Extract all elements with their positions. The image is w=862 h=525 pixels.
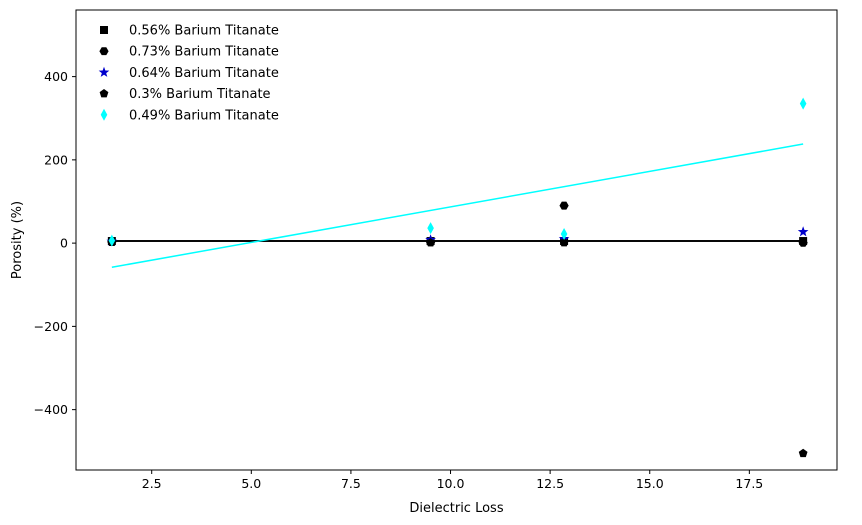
y-tick-label: 400 — [44, 69, 68, 84]
x-tick-label: 7.5 — [341, 476, 361, 491]
legend-marker-series-2 — [98, 66, 110, 77]
data-point-series-4 — [427, 222, 434, 235]
data-point-series-3 — [559, 238, 569, 247]
fit-line-series-4 — [111, 143, 804, 269]
data-point-series-3 — [798, 448, 808, 458]
legend-label-series-0: 0.56% Barium Titanate — [129, 24, 279, 39]
y-tick-label: 200 — [44, 152, 68, 167]
legend-label-series-2: 0.64% Barium Titanate — [129, 66, 279, 81]
legend: 0.56% Barium Titanate 0.73% Barium Titana… — [98, 24, 279, 123]
y-tick-label: −400 — [34, 402, 68, 417]
y-tick-label: 0 — [60, 236, 68, 251]
legend-label-series-1: 0.73% Barium Titanate — [129, 45, 279, 60]
y-axis-label: Porosity (%) — [10, 201, 25, 279]
data-point-series-4 — [108, 234, 116, 247]
data-point-series-2 — [797, 226, 809, 237]
x-tick-label: 2.5 — [142, 476, 162, 491]
legend-marker-series-4 — [100, 108, 108, 121]
data-point-series-1 — [559, 201, 569, 210]
plot-frame — [75, 9, 838, 471]
data-point-series-4 — [799, 97, 807, 110]
axes: 2.5 5.0 7.5 10.0 12.5 15.0 17.5 −400 −200 0 200 400 — [34, 9, 838, 491]
x-tick-label: 10.0 — [437, 476, 465, 491]
x-tick-label: 15.0 — [636, 476, 664, 491]
x-axis-label: Dielectric Loss — [409, 501, 503, 516]
data-point-series-4 — [560, 227, 568, 240]
legend-marker-series-3 — [99, 89, 109, 98]
x-tick-label: 5.0 — [241, 476, 261, 491]
data-point-series-3 — [426, 238, 435, 247]
x-tick-label: 12.5 — [536, 476, 564, 491]
legend-marker-series-1 — [99, 47, 109, 56]
y-tick-label: −200 — [34, 319, 68, 334]
legend-label-series-4: 0.49% Barium Titanate — [129, 108, 279, 123]
plot-area — [106, 97, 809, 458]
legend-marker-series-0 — [100, 26, 108, 34]
legend-label-series-3: 0.3% Barium Titanate — [129, 87, 271, 102]
x-tick-label: 17.5 — [735, 476, 763, 491]
data-point-series-1 — [798, 238, 808, 247]
